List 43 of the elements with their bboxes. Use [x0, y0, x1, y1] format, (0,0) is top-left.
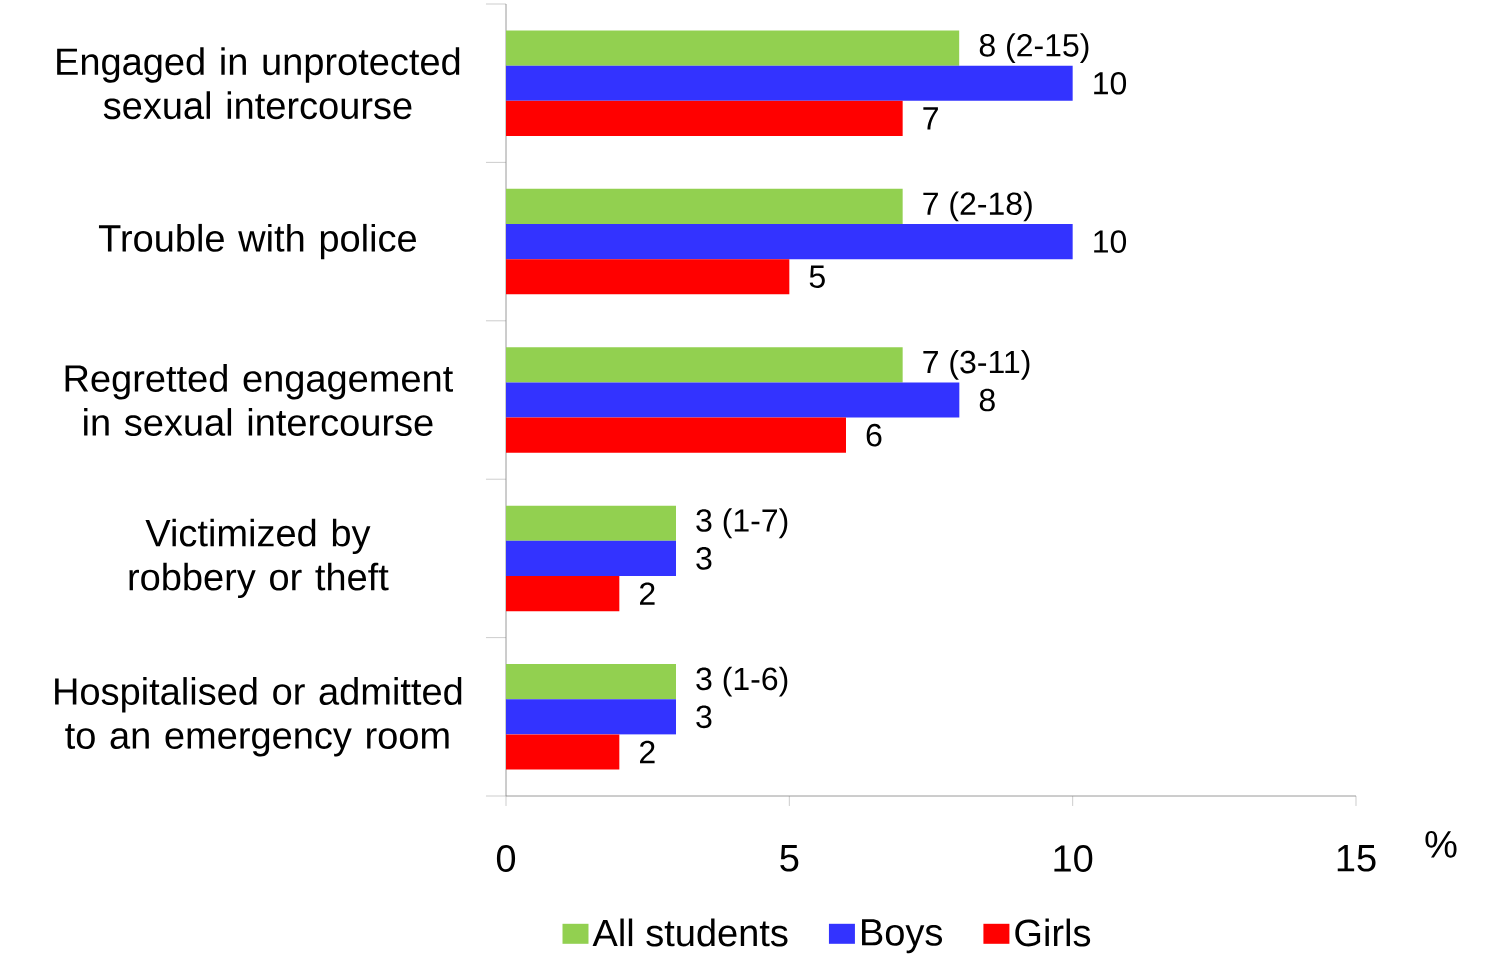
- y-tick-label: Engaged in unprotected sexual intercourse: [57, 47, 460, 120]
- bar: [506, 65, 1073, 101]
- bar: [506, 382, 960, 418]
- legend-label: Boys: [862, 919, 943, 954]
- bar: [506, 100, 903, 136]
- bar: [506, 575, 620, 612]
- x-axis-title: %: [1425, 831, 1457, 858]
- y-tick-label: Regretted engagement in sexual intercourse: [65, 364, 453, 436]
- data-label: 3 (1-7): [696, 508, 788, 539]
- legend-label: Girls: [1015, 918, 1091, 947]
- data-label: 6: [866, 423, 882, 447]
- y-tick-label: Victimized by robbery or theft: [129, 518, 389, 599]
- bar: [506, 30, 960, 66]
- bar: [506, 664, 676, 700]
- data-label: 8 (2-15): [979, 33, 1089, 63]
- bar: [506, 734, 620, 770]
- bar: [506, 699, 676, 735]
- bar: [506, 259, 790, 295]
- data-label: 7 (3-11): [923, 349, 1030, 380]
- bar: [506, 540, 676, 576]
- data-label: 2: [640, 740, 655, 764]
- x-tick-label: 5: [780, 845, 799, 872]
- x-tick-label: 10: [1054, 845, 1093, 872]
- data-label: 3 (1-6): [696, 666, 788, 697]
- y-tick-label: Trouble with police: [98, 223, 416, 260]
- data-label: 3: [696, 705, 712, 729]
- data-label: 8: [979, 388, 995, 412]
- bar: [506, 188, 903, 225]
- legend-label: All students: [592, 918, 788, 947]
- data-label: 3: [696, 547, 712, 570]
- data-label: 7: [923, 107, 938, 130]
- bar: [506, 347, 903, 383]
- y-tick-label: Hospitalised or admitted to an emergency room: [55, 677, 462, 757]
- x-tick-label: 15: [1337, 845, 1376, 872]
- x-tick-label: 0: [496, 845, 516, 872]
- data-label: 10: [1094, 230, 1127, 253]
- bar: [506, 224, 1073, 260]
- data-label: 2: [640, 582, 655, 605]
- data-label: 7 (2-18): [923, 191, 1032, 222]
- data-label: 5: [809, 265, 825, 288]
- bar: [506, 505, 676, 541]
- bar: [506, 417, 846, 453]
- data-label: 10: [1094, 71, 1127, 95]
